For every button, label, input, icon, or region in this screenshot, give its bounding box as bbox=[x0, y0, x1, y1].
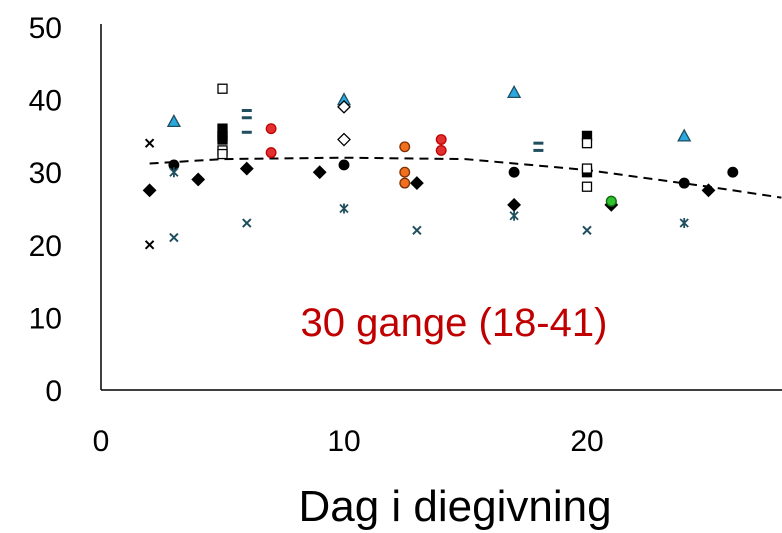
data-point bbox=[337, 132, 351, 147]
annotation-label: 30 gange (18-41) bbox=[301, 301, 608, 345]
x-tick-label: 0 bbox=[93, 425, 110, 458]
trendline bbox=[149, 156, 782, 199]
data-point bbox=[435, 134, 447, 145]
data-point bbox=[507, 84, 522, 98]
data-point bbox=[582, 225, 592, 235]
tick-labels: 0 10 20 30 40 50 0 10 20 bbox=[29, 12, 604, 458]
data-point bbox=[239, 161, 254, 176]
data-point bbox=[581, 181, 593, 192]
data-point bbox=[169, 232, 179, 243]
data-point bbox=[581, 163, 593, 174]
data-point bbox=[339, 203, 349, 214]
data-point bbox=[144, 240, 155, 250]
data-point bbox=[169, 167, 179, 178]
y-tick-label: 20 bbox=[29, 230, 62, 263]
data-point bbox=[679, 218, 689, 229]
data-point bbox=[701, 183, 716, 198]
data-point bbox=[217, 134, 228, 145]
data-point bbox=[509, 210, 519, 221]
y-tick-label: 40 bbox=[29, 85, 62, 118]
axes bbox=[100, 24, 782, 391]
y-tick-label: 30 bbox=[29, 157, 62, 190]
data-point bbox=[435, 144, 447, 156]
data-point bbox=[337, 99, 351, 114]
data-point bbox=[507, 197, 522, 212]
data-point bbox=[144, 138, 155, 148]
y-tick-label: 0 bbox=[45, 375, 62, 408]
data-point bbox=[265, 147, 277, 159]
y-tick-label: 10 bbox=[29, 302, 62, 335]
data-point bbox=[217, 83, 228, 94]
data-point bbox=[399, 166, 411, 178]
data-point bbox=[338, 159, 350, 171]
data-point bbox=[312, 165, 327, 180]
data-point bbox=[409, 176, 424, 191]
y-tick-label: 50 bbox=[29, 12, 62, 45]
data-point bbox=[508, 166, 520, 178]
data-point bbox=[678, 177, 690, 189]
data-point bbox=[399, 177, 411, 189]
x-tick-label: 10 bbox=[327, 425, 360, 458]
data-point bbox=[166, 114, 181, 128]
x-axis-label: Dag i diegivning bbox=[298, 482, 611, 531]
trendline-group bbox=[149, 156, 782, 199]
data-point bbox=[399, 141, 411, 153]
data-points bbox=[142, 83, 739, 250]
data-point bbox=[217, 148, 228, 160]
data-point bbox=[412, 225, 422, 235]
data-point bbox=[142, 183, 157, 198]
data-point bbox=[265, 123, 277, 135]
data-point bbox=[677, 128, 692, 142]
x-tick-label: 20 bbox=[570, 425, 603, 458]
data-point bbox=[191, 172, 206, 187]
data-point bbox=[581, 138, 593, 149]
data-point bbox=[727, 166, 739, 178]
data-point bbox=[605, 195, 617, 207]
data-point bbox=[242, 218, 252, 228]
